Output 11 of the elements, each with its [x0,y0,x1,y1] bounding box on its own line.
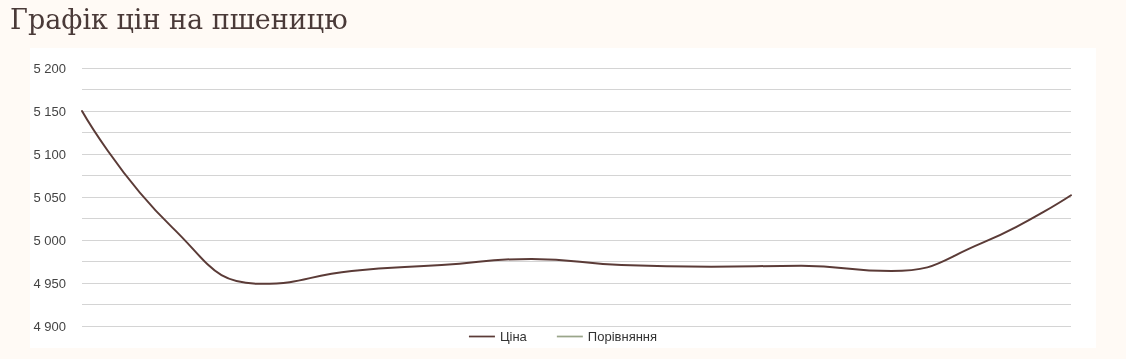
y-tick-label: 5 150 [33,103,66,119]
y-tick-label: 5 100 [33,146,66,162]
legend-label: Ціна [499,329,528,344]
line-series [81,110,1072,285]
y-tick-label: 5 000 [33,232,66,248]
y-tick-label: 5 200 [33,60,66,76]
legend-label: Порівняння [587,329,658,344]
chart-title: Графік цін на пшеницю [10,4,348,35]
y-tick-label: 5 050 [33,189,66,205]
y-tick-label: 4 950 [33,275,66,291]
y-tick-label: 4 900 [33,318,66,334]
